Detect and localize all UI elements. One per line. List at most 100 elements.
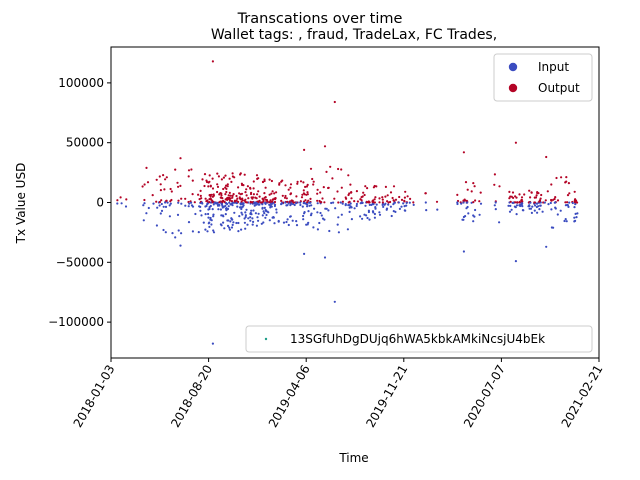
output-point xyxy=(360,199,363,202)
input-point xyxy=(337,231,340,234)
output-point xyxy=(309,167,313,170)
output-point xyxy=(220,194,223,197)
input-point xyxy=(263,212,266,215)
output-point xyxy=(381,196,384,199)
output-point xyxy=(245,194,248,197)
output-point xyxy=(378,201,381,204)
output-point xyxy=(472,201,475,204)
input-point xyxy=(211,342,214,345)
input-point xyxy=(142,219,145,222)
output-point xyxy=(375,185,378,188)
input-point xyxy=(244,214,247,217)
output-point xyxy=(337,201,340,204)
input-point xyxy=(327,209,330,212)
output-point xyxy=(348,200,351,203)
output-point xyxy=(533,201,536,204)
input-point xyxy=(208,225,211,228)
input-point xyxy=(355,202,358,206)
input-point xyxy=(310,204,313,207)
input-point xyxy=(576,212,579,215)
input-point xyxy=(545,245,548,248)
input-point xyxy=(289,215,292,218)
output-point xyxy=(520,200,524,203)
input-point xyxy=(212,229,215,232)
input-point xyxy=(405,201,408,204)
input-point xyxy=(387,203,390,206)
input-point xyxy=(341,202,344,205)
input-point xyxy=(267,211,270,214)
input-point xyxy=(231,223,234,226)
output-point xyxy=(350,197,353,200)
output-point xyxy=(224,174,227,177)
output-point xyxy=(528,189,531,192)
output-point xyxy=(203,173,207,176)
output-point xyxy=(236,197,239,200)
input-point xyxy=(287,202,290,205)
input-point xyxy=(250,209,253,212)
input-point xyxy=(191,230,194,233)
output-point xyxy=(336,190,339,193)
output-point xyxy=(216,172,219,175)
input-point xyxy=(171,232,174,235)
input-point xyxy=(268,219,271,222)
input-point xyxy=(521,202,524,205)
output-point xyxy=(289,193,292,196)
output-point xyxy=(225,184,228,187)
output-point xyxy=(363,193,366,197)
output-point xyxy=(256,193,259,196)
output-point xyxy=(323,201,326,204)
output-point xyxy=(146,181,150,184)
output-point xyxy=(274,198,277,201)
input-point xyxy=(226,219,229,222)
output-point xyxy=(545,155,548,159)
y-axis: −100000 −50000 0 50000 100000 xyxy=(48,76,111,329)
output-point xyxy=(493,183,496,186)
output-point xyxy=(403,196,406,199)
input-point xyxy=(465,207,468,210)
input-point xyxy=(509,204,512,207)
output-point xyxy=(143,183,146,186)
input-point xyxy=(260,222,263,225)
output-point xyxy=(312,183,315,186)
output-point xyxy=(424,192,427,195)
input-point xyxy=(194,212,197,216)
output-point xyxy=(231,194,234,197)
input-point xyxy=(364,204,367,207)
output-point xyxy=(366,187,369,190)
output-point xyxy=(386,200,389,203)
input-point xyxy=(330,201,333,205)
output-point xyxy=(555,176,558,180)
output-point xyxy=(206,199,209,202)
input-point xyxy=(531,205,534,208)
y-axis-label: Tx Value USD xyxy=(14,163,28,245)
output-point xyxy=(249,187,252,190)
input-point xyxy=(273,222,276,225)
input-point xyxy=(251,223,254,226)
input-point xyxy=(316,211,319,214)
input-point xyxy=(287,223,290,227)
input-point xyxy=(184,204,187,207)
output-point xyxy=(190,168,193,171)
output-point xyxy=(273,192,276,195)
input-point xyxy=(219,208,222,211)
input-point xyxy=(328,229,331,233)
output-point xyxy=(230,180,233,183)
output-point xyxy=(345,197,348,200)
input-point xyxy=(350,218,353,221)
output-point xyxy=(302,181,305,184)
output-point xyxy=(552,198,555,201)
input-point xyxy=(212,215,215,218)
input-point xyxy=(237,221,240,225)
output-point xyxy=(372,199,375,202)
input-point xyxy=(199,209,202,212)
output-point xyxy=(229,194,232,197)
output-point xyxy=(327,186,330,189)
input-point xyxy=(284,201,287,204)
input-point xyxy=(187,205,190,208)
input-point xyxy=(372,203,375,206)
output-point xyxy=(158,175,161,178)
input-point xyxy=(408,201,411,204)
output-point xyxy=(220,178,223,181)
input-point xyxy=(224,204,227,207)
